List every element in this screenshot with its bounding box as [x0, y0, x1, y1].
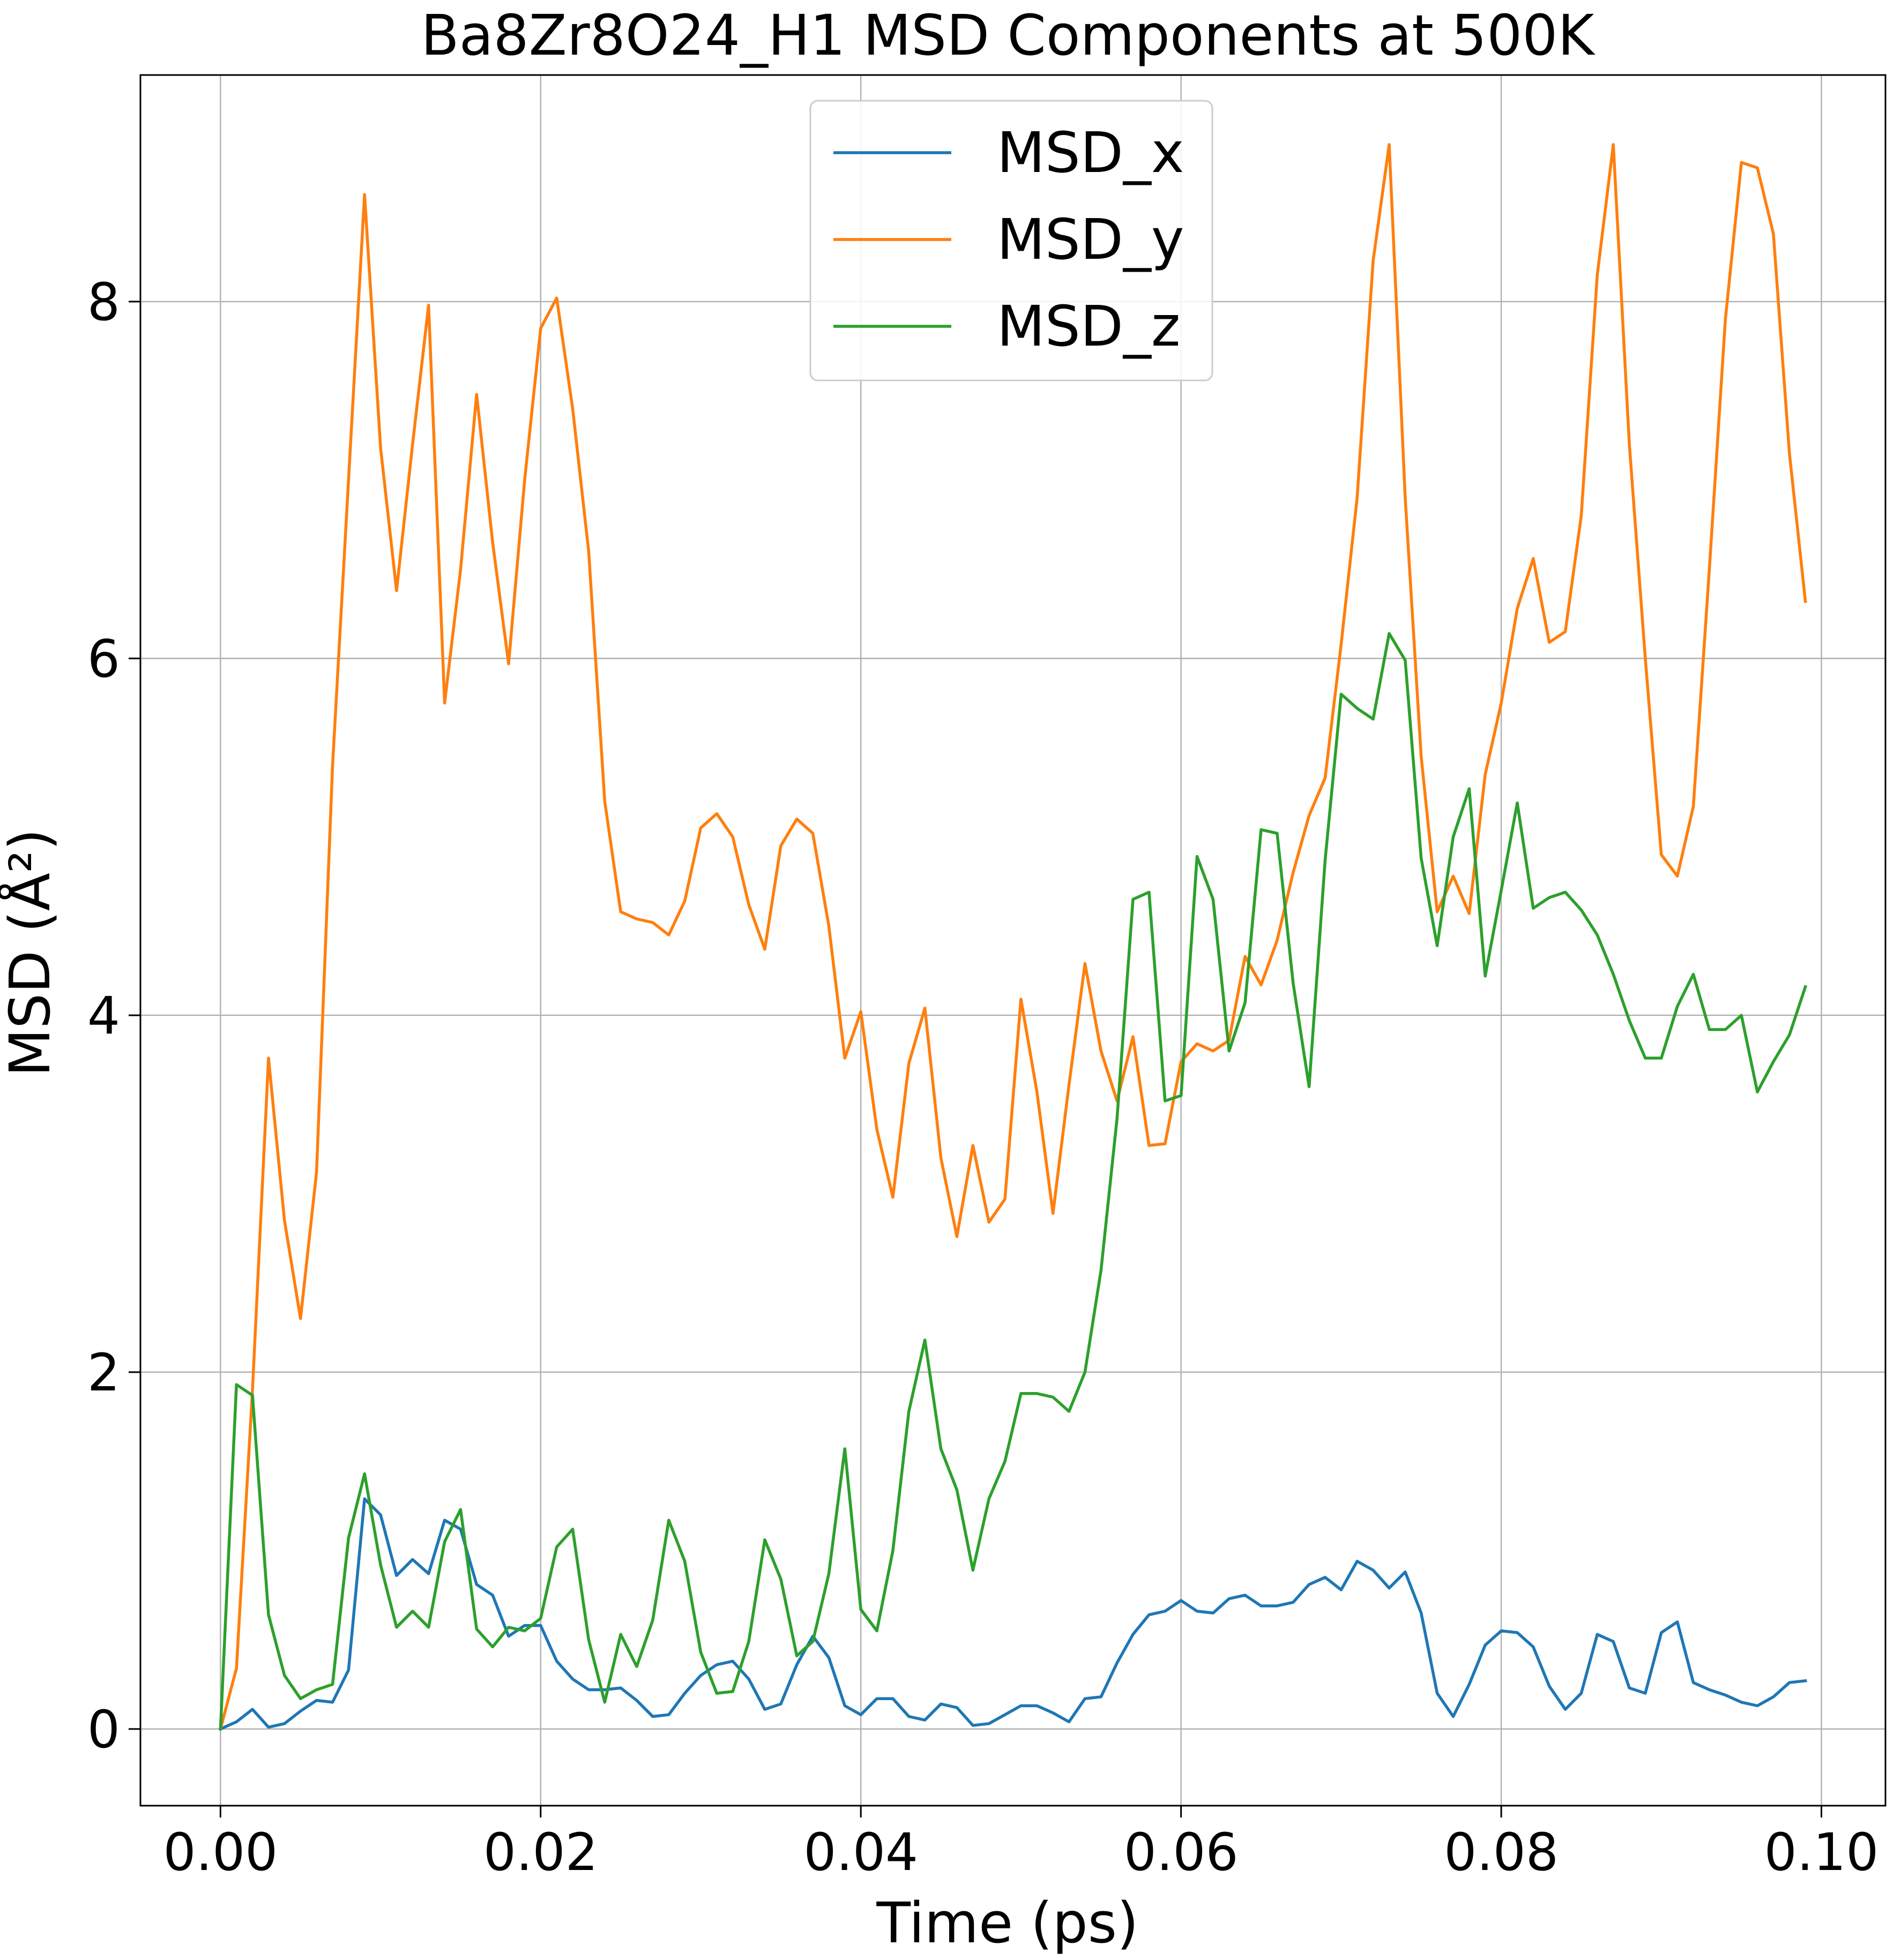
series-lines: [218, 143, 1808, 1731]
legend-label: MSD_x: [997, 120, 1184, 185]
plot-area-frame: [139, 74, 1887, 1807]
y-tick-label: 2: [87, 1343, 120, 1403]
series-line-msd-y: [219, 143, 1807, 1731]
legend: MSD_x MSD_y MSD_z: [809, 100, 1213, 381]
x-axis-title: Time (ps): [876, 1890, 1139, 1956]
series-line-msd-x: [218, 1497, 1807, 1731]
y-tick-label: 6: [87, 629, 120, 689]
series-line-msd-z: [219, 632, 1808, 1731]
y-axis-title: MSD (Å²): [0, 829, 63, 1077]
y-tick-label: 0: [87, 1700, 120, 1760]
y-tick-label: 8: [87, 272, 120, 332]
x-tick-label: 0.02: [483, 1822, 598, 1882]
x-tick-label: 0.08: [1444, 1822, 1559, 1882]
x-tick-label: 0.04: [803, 1822, 918, 1882]
x-tick-label: 0.00: [163, 1822, 278, 1882]
y-tick-label: 4: [87, 986, 120, 1046]
legend-box: [809, 100, 1213, 381]
x-tick-label: 0.06: [1124, 1822, 1239, 1882]
chart-title: Ba8Zr8O24_H1 MSD Components at 500K: [421, 3, 1596, 68]
x-tick-label: 0.10: [1764, 1822, 1879, 1882]
legend-label: MSD_y: [997, 207, 1184, 272]
legend-label: MSD_z: [997, 294, 1180, 359]
axis-ticks: 0.00 0.02 0.04 0.06 0.08 0.10 0 2 4 6 8: [87, 272, 1878, 1882]
